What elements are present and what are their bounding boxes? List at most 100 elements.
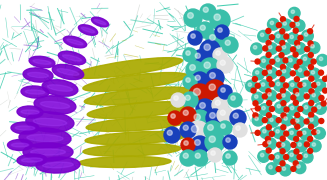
Circle shape	[164, 127, 180, 143]
Circle shape	[267, 115, 279, 127]
Circle shape	[195, 153, 200, 158]
Circle shape	[262, 106, 265, 110]
Circle shape	[276, 34, 280, 38]
Circle shape	[263, 129, 266, 133]
Circle shape	[187, 121, 209, 143]
Circle shape	[269, 107, 274, 111]
Circle shape	[318, 70, 323, 75]
Circle shape	[259, 80, 270, 92]
Circle shape	[262, 118, 267, 123]
Circle shape	[293, 28, 298, 33]
Ellipse shape	[23, 143, 73, 161]
Circle shape	[251, 88, 256, 93]
Circle shape	[231, 96, 235, 100]
Circle shape	[323, 76, 327, 81]
Circle shape	[274, 32, 285, 43]
Circle shape	[167, 130, 172, 135]
Circle shape	[268, 45, 272, 49]
Circle shape	[298, 143, 301, 146]
Circle shape	[293, 100, 298, 105]
Circle shape	[295, 112, 300, 118]
Circle shape	[262, 70, 267, 75]
Circle shape	[266, 52, 271, 57]
Ellipse shape	[22, 158, 43, 162]
Circle shape	[280, 149, 285, 154]
Ellipse shape	[94, 19, 106, 24]
Ellipse shape	[87, 102, 193, 118]
Circle shape	[266, 43, 277, 54]
Circle shape	[282, 45, 286, 49]
Circle shape	[171, 114, 175, 118]
Circle shape	[308, 29, 313, 34]
Circle shape	[307, 115, 319, 127]
Circle shape	[281, 113, 286, 118]
Circle shape	[300, 128, 312, 140]
Circle shape	[294, 16, 299, 21]
Circle shape	[209, 136, 215, 142]
Circle shape	[304, 47, 310, 52]
Circle shape	[206, 109, 224, 127]
Circle shape	[294, 64, 299, 69]
Ellipse shape	[52, 64, 84, 80]
Circle shape	[269, 155, 274, 160]
Ellipse shape	[62, 55, 81, 61]
Circle shape	[255, 59, 260, 64]
Circle shape	[265, 138, 276, 150]
Circle shape	[296, 22, 300, 26]
Circle shape	[298, 107, 303, 112]
Ellipse shape	[27, 134, 63, 141]
Circle shape	[281, 17, 285, 22]
Circle shape	[280, 88, 285, 93]
Circle shape	[277, 104, 281, 108]
Circle shape	[182, 92, 198, 108]
Circle shape	[253, 113, 258, 118]
Circle shape	[291, 10, 295, 14]
Circle shape	[273, 55, 285, 67]
Circle shape	[222, 37, 238, 53]
Circle shape	[204, 121, 222, 139]
Circle shape	[319, 57, 323, 60]
Circle shape	[267, 101, 272, 105]
Circle shape	[274, 80, 285, 91]
Circle shape	[225, 40, 230, 45]
Circle shape	[276, 82, 280, 86]
Ellipse shape	[21, 86, 49, 98]
Circle shape	[190, 110, 210, 130]
Ellipse shape	[58, 51, 86, 65]
Circle shape	[297, 59, 302, 64]
Circle shape	[254, 95, 258, 98]
Circle shape	[258, 151, 269, 162]
Circle shape	[217, 107, 233, 123]
Circle shape	[220, 110, 225, 115]
Circle shape	[276, 23, 281, 28]
Circle shape	[276, 58, 280, 62]
Circle shape	[280, 77, 285, 82]
Circle shape	[259, 104, 271, 115]
Ellipse shape	[15, 126, 35, 130]
Circle shape	[287, 128, 299, 140]
Ellipse shape	[17, 106, 43, 118]
Circle shape	[190, 65, 195, 70]
Circle shape	[288, 80, 300, 92]
Circle shape	[294, 136, 299, 141]
Circle shape	[214, 14, 220, 20]
Circle shape	[290, 106, 294, 110]
Circle shape	[279, 53, 284, 58]
Circle shape	[284, 34, 289, 39]
Circle shape	[276, 46, 281, 51]
Circle shape	[221, 88, 225, 92]
Circle shape	[290, 22, 295, 27]
Circle shape	[304, 71, 309, 76]
Circle shape	[289, 58, 292, 62]
Circle shape	[253, 46, 257, 49]
Circle shape	[309, 76, 314, 81]
Circle shape	[302, 103, 313, 114]
Ellipse shape	[57, 69, 79, 75]
Circle shape	[260, 33, 264, 37]
Ellipse shape	[40, 102, 70, 109]
Circle shape	[192, 50, 208, 66]
Circle shape	[308, 42, 320, 53]
Circle shape	[282, 167, 286, 170]
Circle shape	[291, 47, 296, 52]
Circle shape	[252, 114, 264, 126]
